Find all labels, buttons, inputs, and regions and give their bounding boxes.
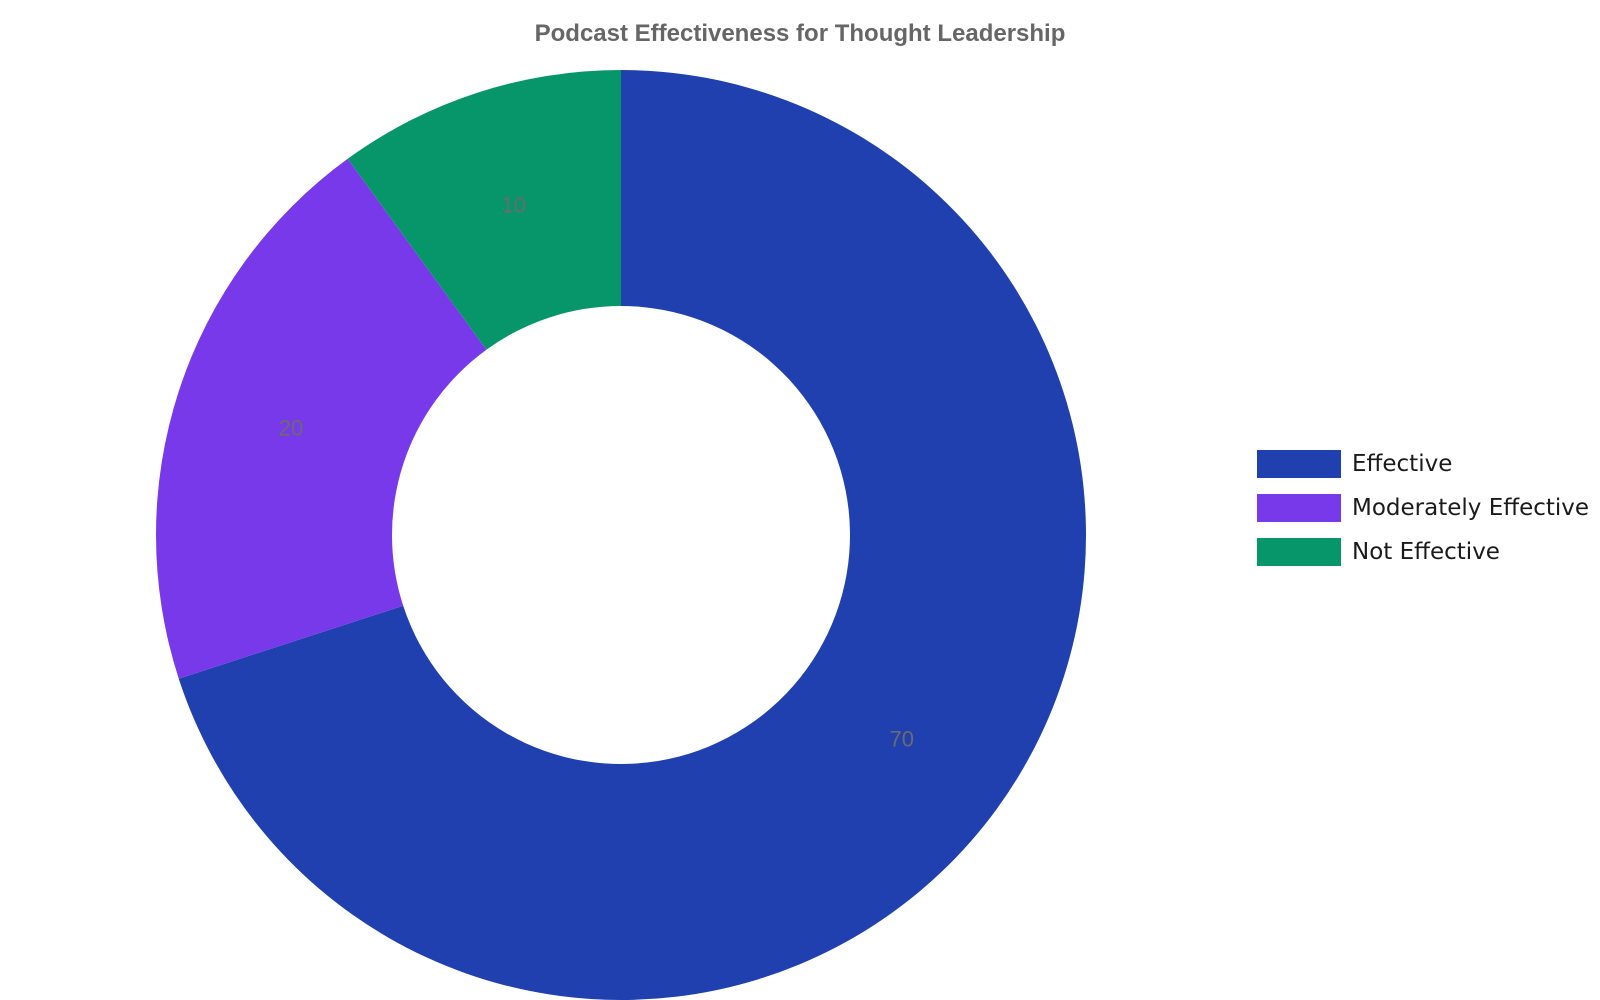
slice-label-moderately-effective: 20: [279, 415, 303, 440]
donut-slice-labels: 70 20 10: [279, 192, 914, 751]
donut-slices: [155, 70, 1086, 1000]
slice-moderately-effective[interactable]: [155, 158, 487, 679]
legend-swatch-effective: [1257, 450, 1341, 478]
slice-label-effective: 70: [889, 726, 913, 751]
legend-swatch-not-effective: [1257, 538, 1341, 566]
slice-not-effective[interactable]: [347, 70, 621, 350]
legend-item-moderately-effective[interactable]: Moderately Effective: [1257, 486, 1589, 530]
legend-label-not-effective: Not Effective: [1352, 539, 1500, 565]
slice-label-not-effective: 10: [502, 192, 526, 217]
legend-label-effective: Effective: [1352, 451, 1453, 477]
legend-item-not-effective[interactable]: Not Effective: [1257, 530, 1589, 574]
legend-label-moderately-effective: Moderately Effective: [1352, 495, 1590, 521]
legend: Effective Moderately Effective Not Effec…: [1257, 442, 1589, 574]
chart-title: Podcast Effectiveness for Thought Leader…: [534, 20, 1066, 47]
legend-swatch-moderately-effective: [1257, 494, 1341, 522]
legend-item-effective[interactable]: Effective: [1257, 442, 1589, 486]
slice-effective[interactable]: [178, 70, 1086, 1000]
